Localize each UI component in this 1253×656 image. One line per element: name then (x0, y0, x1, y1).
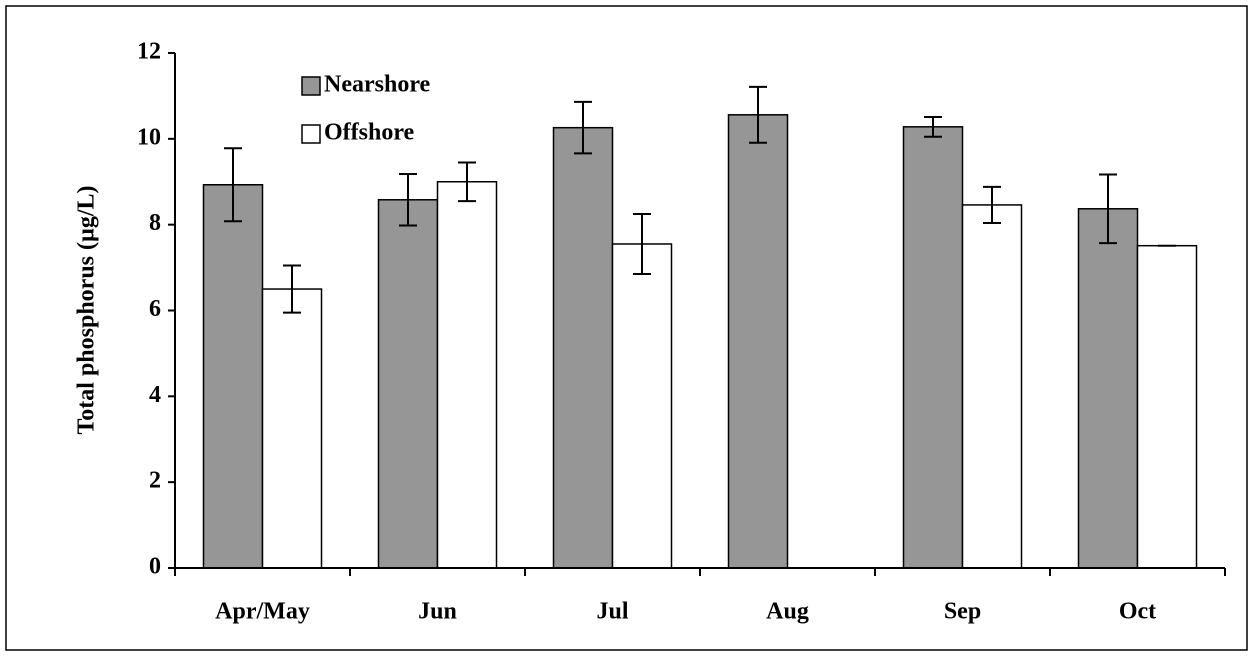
error-bar (224, 147, 242, 223)
x-tick-label: Jun (418, 599, 457, 625)
error-bar (399, 173, 417, 227)
frame (5, 5, 1248, 651)
bar (202, 184, 264, 569)
x-tick-label: Aug (766, 599, 809, 625)
legend-swatch (301, 124, 321, 144)
error-bar (633, 212, 651, 276)
bar (1077, 208, 1139, 569)
y-tick-label: 0 (149, 554, 161, 580)
y-tick-label: 12 (137, 39, 161, 65)
y-tick-label: 4 (149, 382, 161, 408)
bar (611, 243, 673, 569)
bar (961, 204, 1023, 569)
legend-swatch (301, 76, 321, 96)
y-tick-label: 6 (149, 296, 161, 322)
x-tick-label: Oct (1119, 599, 1156, 625)
bar (1136, 244, 1198, 569)
error-bar (283, 264, 301, 314)
legend-label: Nearshore (324, 72, 431, 98)
error-bar (749, 85, 767, 144)
bar (436, 181, 498, 569)
error-bar (458, 161, 476, 203)
bar (377, 199, 439, 569)
error-bar (574, 100, 592, 155)
y-axis-label: Total phosphorus (µg/L) (74, 185, 100, 434)
error-bar (1099, 173, 1117, 245)
error-bar (983, 185, 1001, 224)
bar (902, 126, 964, 569)
y-tick-label: 8 (149, 210, 161, 236)
y-tick-label: 2 (149, 468, 161, 494)
x-tick-label: Apr/May (215, 599, 310, 625)
y-tick-label: 10 (137, 124, 161, 150)
x-tick-label: Jul (596, 599, 628, 625)
error-bar (924, 115, 942, 138)
x-tick-label: Sep (944, 599, 981, 625)
legend-label: Offshore (324, 120, 415, 146)
bar (552, 126, 614, 569)
bar (261, 288, 323, 569)
bar (727, 114, 789, 569)
